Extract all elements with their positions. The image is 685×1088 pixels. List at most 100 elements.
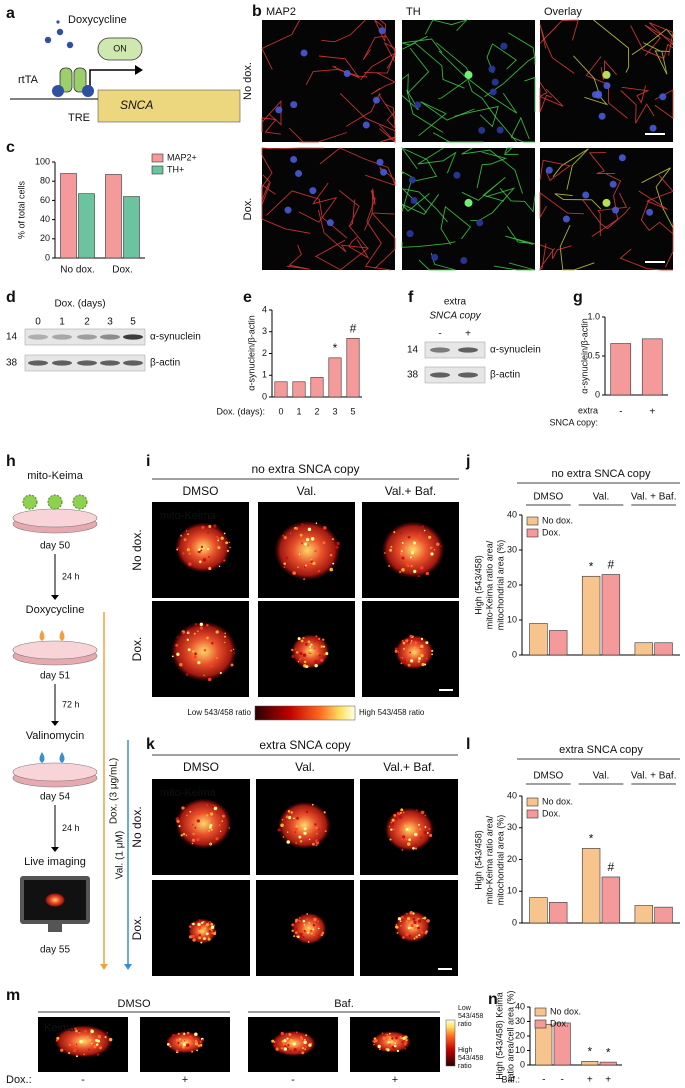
puncta <box>425 657 428 660</box>
puncta <box>302 919 306 923</box>
puncta <box>420 640 423 643</box>
puncta <box>273 1041 276 1043</box>
lane-label: 1 <box>59 317 65 328</box>
puncta <box>409 634 413 638</box>
puncta <box>392 1046 396 1050</box>
x-tick-label: + <box>605 1075 611 1086</box>
puncta <box>182 552 185 555</box>
neurite <box>504 147 519 155</box>
puncta <box>407 663 411 667</box>
bar <box>105 174 122 259</box>
puncta <box>290 1038 293 1042</box>
legend-swatch <box>151 153 164 163</box>
colorbar-label: Low <box>458 1005 472 1012</box>
puncta <box>420 647 422 650</box>
puncta <box>397 917 402 921</box>
legend-swatch <box>534 1007 547 1017</box>
puncta <box>396 1049 400 1053</box>
puncta <box>304 1048 306 1050</box>
puncta <box>281 819 284 821</box>
puncta <box>89 1033 92 1035</box>
legend-swatch <box>534 1019 547 1029</box>
puncta <box>183 538 187 542</box>
puncta <box>301 1047 305 1050</box>
puncta <box>73 1049 77 1052</box>
puncta <box>296 816 299 820</box>
puncta <box>202 558 207 562</box>
x-axis-label: SNCA copy: <box>549 417 598 427</box>
puncta <box>300 1038 302 1040</box>
puncta <box>207 532 209 534</box>
puncta <box>315 832 318 835</box>
puncta <box>191 842 194 845</box>
panel-label: b <box>252 3 262 20</box>
puncta <box>216 535 219 538</box>
puncta <box>286 1037 289 1040</box>
band-label: β-actin <box>490 370 520 381</box>
puncta <box>317 828 320 830</box>
interval-label: 72 h <box>62 699 80 709</box>
puncta <box>192 824 194 826</box>
puncta <box>402 811 405 814</box>
puncta <box>305 927 309 931</box>
puncta <box>302 636 305 640</box>
monitor-stand <box>48 924 62 932</box>
puncta <box>424 931 427 935</box>
y-tick-label: 0 <box>512 649 517 659</box>
puncta <box>291 929 294 932</box>
lane-label: 5 <box>130 317 136 328</box>
screen-cell <box>45 893 65 907</box>
puncta <box>294 648 297 651</box>
puncta <box>404 1040 408 1045</box>
lane-label: + <box>465 329 471 340</box>
puncta <box>431 653 433 656</box>
puncta <box>206 623 209 627</box>
puncta <box>409 556 412 559</box>
puncta <box>287 831 289 833</box>
y-tick-label: 0 <box>595 389 600 399</box>
puncta <box>68 1052 71 1055</box>
legend-label: MAP2+ <box>167 152 197 162</box>
puncta <box>396 931 399 934</box>
schematic-a <box>10 20 241 123</box>
puncta <box>389 1032 391 1035</box>
neurite <box>298 182 338 223</box>
panel-label: n <box>488 991 498 1008</box>
puncta <box>426 919 430 923</box>
puncta <box>68 1043 71 1047</box>
puncta <box>198 919 201 922</box>
puncta <box>300 1035 303 1038</box>
nucleus <box>343 69 351 77</box>
drop <box>59 630 65 641</box>
puncta <box>285 1033 288 1035</box>
puncta <box>83 1053 85 1056</box>
neurite <box>591 173 622 237</box>
puncta <box>203 648 207 652</box>
puncta <box>401 542 404 544</box>
virus <box>22 494 38 510</box>
puncta <box>210 641 214 645</box>
cell-body <box>602 198 611 207</box>
puncta <box>106 1032 108 1034</box>
puncta <box>196 630 199 633</box>
puncta <box>423 830 427 835</box>
puncta <box>395 923 398 926</box>
puncta <box>182 1042 186 1047</box>
puncta <box>287 815 292 820</box>
puncta <box>217 546 221 550</box>
neurite <box>401 188 448 223</box>
puncta <box>373 1037 377 1040</box>
puncta <box>228 827 230 829</box>
significance: # <box>608 558 615 572</box>
blot-band <box>123 360 143 366</box>
puncta <box>90 1029 92 1031</box>
micrograph <box>540 20 673 142</box>
puncta <box>210 821 213 823</box>
puncta <box>324 830 327 833</box>
legend-swatch <box>526 528 539 538</box>
significance: * <box>606 1045 611 1059</box>
puncta <box>323 526 327 530</box>
puncta <box>197 811 201 815</box>
puncta <box>395 925 399 929</box>
drop <box>39 752 45 763</box>
